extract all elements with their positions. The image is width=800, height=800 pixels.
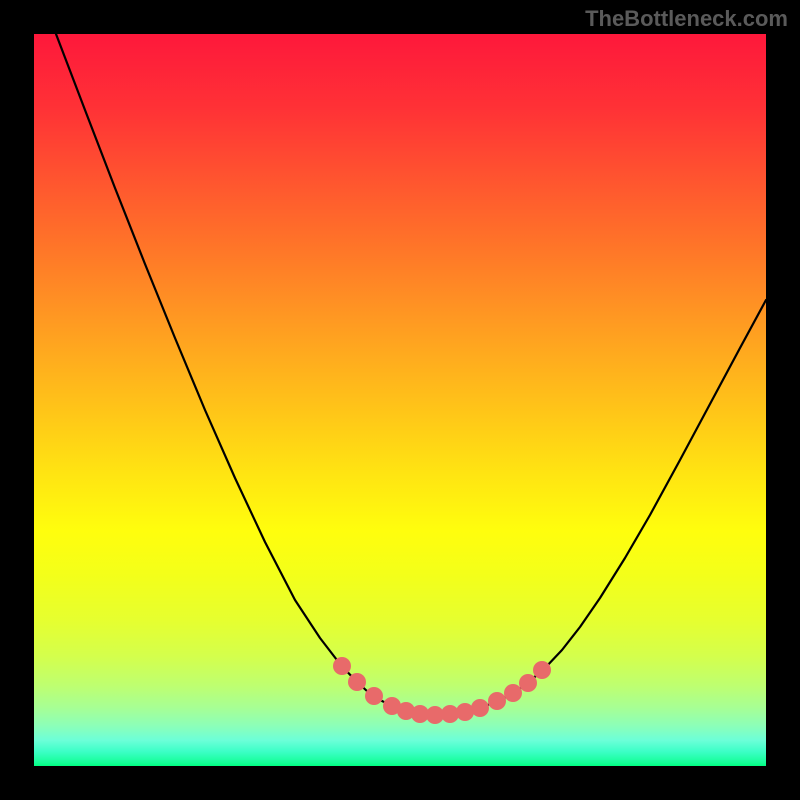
curve-marker <box>488 692 506 710</box>
watermark-text: TheBottleneck.com <box>585 6 788 32</box>
curve-marker <box>504 684 522 702</box>
curve-marker <box>471 699 489 717</box>
curve-marker <box>519 674 537 692</box>
bottleneck-curve <box>56 34 766 714</box>
curve-marker <box>533 661 551 679</box>
chart-curve-layer <box>34 34 766 766</box>
curve-marker <box>348 673 366 691</box>
chart-plot-area <box>34 34 766 766</box>
curve-marker <box>365 687 383 705</box>
curve-marker <box>333 657 351 675</box>
